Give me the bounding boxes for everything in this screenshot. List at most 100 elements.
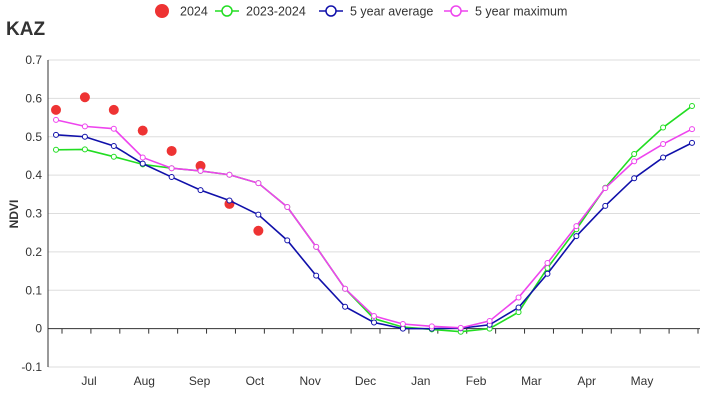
data-point bbox=[660, 124, 667, 131]
data-point bbox=[457, 324, 464, 331]
series-line bbox=[55, 134, 693, 330]
y-tick-label: 0.7 bbox=[25, 53, 42, 67]
data-point bbox=[399, 321, 406, 328]
legend-symbol bbox=[155, 4, 169, 18]
x-tick-label: Sep bbox=[189, 374, 211, 388]
data-point bbox=[168, 165, 175, 172]
data-point bbox=[631, 175, 638, 182]
data-point bbox=[110, 142, 117, 149]
data-point bbox=[544, 260, 551, 267]
data-point bbox=[371, 319, 377, 326]
data-point bbox=[342, 285, 349, 292]
data-point bbox=[139, 154, 146, 161]
data-point bbox=[51, 104, 61, 115]
x-tick-label: Apr bbox=[577, 374, 596, 388]
legend-symbol-marker bbox=[325, 5, 337, 17]
data-point bbox=[342, 303, 349, 310]
data-point bbox=[195, 160, 206, 171]
data-point bbox=[197, 167, 204, 174]
series-2023-2024 bbox=[53, 103, 695, 335]
series-2024 bbox=[51, 92, 264, 236]
data-point bbox=[110, 125, 117, 132]
y-tick-label: 0.5 bbox=[25, 130, 42, 144]
x-tick-label: Aug bbox=[134, 374, 155, 388]
data-point bbox=[689, 103, 695, 110]
data-point bbox=[544, 270, 551, 277]
data-point bbox=[515, 294, 522, 301]
data-point bbox=[139, 160, 146, 167]
data-point bbox=[137, 125, 148, 136]
data-point bbox=[689, 139, 695, 146]
data-point bbox=[313, 272, 320, 279]
y-axis-label: NDVI bbox=[7, 200, 21, 229]
data-point bbox=[81, 133, 88, 140]
data-point bbox=[660, 154, 667, 161]
data-point bbox=[284, 237, 291, 244]
x-tick-label: Jan bbox=[411, 374, 430, 388]
data-point bbox=[689, 126, 695, 133]
axes: -0.1 0 0.1 0.2 0.3 0.4 0.5 0.6 0.7 Jul Aug Sep Oct No… bbox=[21, 53, 699, 388]
y-tick-label: 0 bbox=[35, 322, 42, 336]
data-point bbox=[53, 131, 59, 138]
data-point bbox=[81, 146, 88, 153]
x-tick-label: Dec bbox=[355, 374, 376, 388]
data-point bbox=[53, 116, 59, 123]
series-line bbox=[55, 105, 693, 333]
series-layer bbox=[51, 92, 695, 335]
x-tick-label: Jul bbox=[81, 374, 96, 388]
data-point bbox=[53, 146, 59, 153]
data-point bbox=[573, 233, 580, 240]
data-point bbox=[255, 211, 262, 218]
data-point bbox=[108, 104, 119, 115]
legend-label: 5 year maximum bbox=[475, 5, 567, 19]
data-point bbox=[313, 243, 320, 250]
data-point bbox=[284, 203, 291, 210]
data-point bbox=[255, 180, 262, 187]
series-5-year-maximum bbox=[53, 116, 695, 331]
x-tick-label: May bbox=[631, 374, 654, 388]
data-point bbox=[602, 185, 609, 192]
data-point bbox=[168, 174, 175, 181]
x-tick-label: Nov bbox=[300, 374, 321, 388]
data-point bbox=[486, 317, 493, 324]
legend-label: 5 year average bbox=[350, 5, 433, 19]
series-5-year-average bbox=[53, 131, 695, 332]
chart-title: KAZ bbox=[6, 19, 46, 40]
legend-item[interactable]: 2024 bbox=[155, 4, 208, 19]
y-tick-label: 0.3 bbox=[25, 207, 42, 221]
series-line bbox=[55, 119, 693, 329]
legend-label: 2024 bbox=[180, 5, 208, 19]
x-tick-label: Mar bbox=[521, 374, 542, 388]
data-point bbox=[660, 141, 667, 148]
legend-label: 2023-2024 bbox=[246, 5, 306, 19]
data-point bbox=[573, 223, 580, 230]
data-point bbox=[631, 158, 638, 165]
legend-item[interactable]: 5 year average bbox=[319, 5, 433, 19]
data-point bbox=[81, 123, 88, 130]
y-tick-label: 0.2 bbox=[25, 245, 42, 259]
legend-symbol-marker bbox=[450, 5, 462, 17]
y-tick-label: 0.6 bbox=[25, 91, 42, 105]
data-point bbox=[197, 187, 204, 194]
y-tick-label: 0.4 bbox=[25, 168, 42, 182]
data-point bbox=[110, 153, 117, 160]
data-point bbox=[515, 304, 522, 311]
legend-symbol-marker bbox=[221, 5, 233, 17]
data-point bbox=[253, 225, 264, 236]
data-point bbox=[631, 151, 638, 158]
grid-lines bbox=[48, 59, 700, 368]
data-point bbox=[226, 197, 233, 204]
data-point bbox=[428, 323, 435, 330]
y-tick-label: -0.1 bbox=[21, 360, 42, 374]
data-point bbox=[79, 92, 90, 103]
legend-item[interactable]: 2023-2024 bbox=[215, 5, 306, 19]
x-tick-label: Feb bbox=[466, 374, 487, 388]
data-point bbox=[371, 312, 377, 319]
legend-item[interactable]: 5 year maximum bbox=[444, 5, 567, 19]
x-tick-label: Oct bbox=[246, 374, 265, 388]
y-tick-label: 0.1 bbox=[25, 283, 42, 297]
legend: 2024 2023-2024 5 year average 5 year maximu… bbox=[155, 4, 567, 19]
data-point bbox=[602, 202, 609, 209]
data-point bbox=[226, 171, 233, 178]
